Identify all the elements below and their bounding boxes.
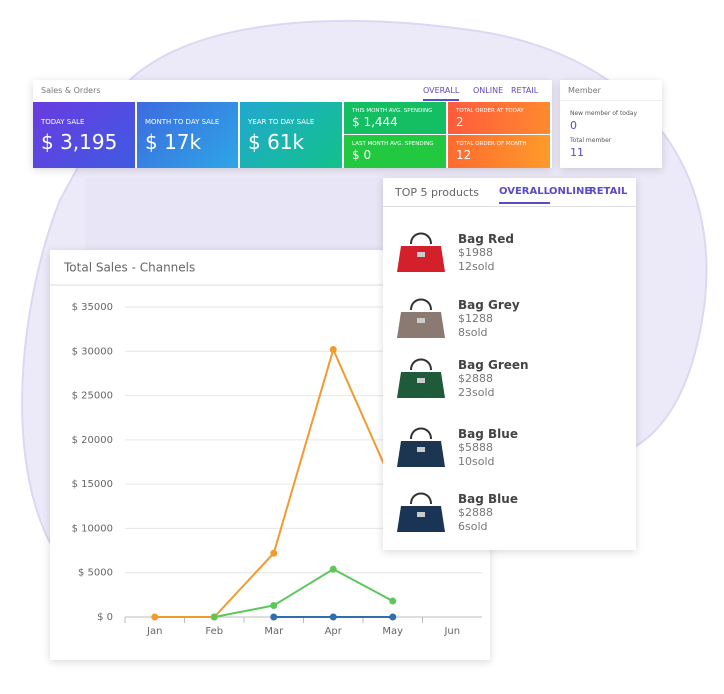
top-products-panel: TOP 5 products OVERALL ONLINE RETAIL Bag R…: [383, 178, 636, 550]
tile-label: YEAR TO DAY SALE: [248, 118, 315, 126]
tile: TOTAL ORDER AT TODAY 2: [448, 102, 550, 134]
panel-title: TOP 5 products: [395, 186, 480, 199]
tile: MONTH TO DAY SALE $ 17k: [137, 102, 238, 168]
product-image: [397, 232, 445, 272]
tile: TODAY SALE $ 3,195: [33, 102, 135, 168]
point: [210, 613, 218, 621]
y-tick-label: $ 0: [97, 612, 113, 623]
product-image: [397, 492, 445, 532]
product-price: $5888: [458, 441, 493, 454]
tile: YEAR TO DAY SALE $ 61k: [240, 102, 342, 168]
series-line: [214, 568, 394, 618]
x-tick-label: Jun: [443, 626, 460, 637]
member-label: New member of today: [570, 110, 637, 117]
tile-label: TOTAL ORDER OF MONTH: [456, 141, 527, 147]
tile-label: LAST MONTH AVG. SPENDING: [352, 141, 434, 147]
y-tick-label: $ 20000: [72, 435, 113, 446]
x-tick-label: May: [382, 626, 403, 637]
product-image: [397, 427, 445, 467]
backdrop: [85, 178, 385, 258]
tile-value: $ 17k: [145, 130, 202, 154]
product-sold: 10sold: [458, 455, 495, 468]
y-tick-label: $ 5000: [78, 568, 113, 579]
member-label: Total member: [570, 137, 612, 144]
y-tick-label: $ 30000: [72, 346, 113, 357]
chart-title: Total Sales - Channels: [63, 261, 195, 275]
y-tick-label: $ 15000: [72, 479, 113, 490]
product-price: $1988: [458, 246, 493, 259]
product-name: Bag Blue: [458, 492, 518, 506]
member-value: 0: [570, 119, 577, 132]
x-tick-label: Jan: [146, 626, 162, 637]
product-image: [397, 298, 445, 338]
y-tick-label: $ 10000: [72, 523, 113, 534]
point: [329, 565, 337, 573]
tile: TOTAL ORDER OF MONTH 12: [448, 135, 550, 168]
point: [270, 613, 278, 621]
sales-orders-panel: Sales & Orders OVERALL ONLINE RETAIL TODAY…: [33, 80, 552, 168]
tile-value: $ 61k: [248, 130, 305, 154]
tab[interactable]: RETAIL: [589, 186, 628, 197]
tab[interactable]: RETAIL: [511, 86, 539, 95]
x-tick-label: Feb: [205, 626, 223, 637]
tile-label: TODAY SALE: [41, 118, 85, 126]
product-name: Bag Green: [458, 358, 529, 372]
point: [389, 597, 397, 605]
tab[interactable]: ONLINE: [549, 186, 592, 197]
tile: THIS MONTH AVG. SPENDING $ 1,444: [344, 102, 446, 134]
tile-label: THIS MONTH AVG. SPENDING: [352, 108, 433, 114]
product-sold: 12sold: [458, 260, 495, 273]
point: [329, 613, 337, 621]
x-tick-label: Mar: [264, 626, 284, 637]
x-tick-label: Apr: [325, 626, 343, 637]
y-tick-label: $ 35000: [72, 302, 113, 313]
product-sold: 6sold: [458, 520, 488, 533]
tile-value: 2: [456, 115, 464, 129]
product-name: Bag Blue: [458, 427, 518, 441]
tile: LAST MONTH AVG. SPENDING $ 0: [344, 135, 446, 168]
product-price: $2888: [458, 372, 493, 385]
member-panel: Member New member of today 0 Total membe…: [560, 80, 662, 168]
tile-label: MONTH TO DAY SALE: [145, 118, 220, 126]
series-line: [154, 346, 394, 618]
tab[interactable]: ONLINE: [473, 86, 504, 95]
point: [151, 613, 159, 621]
panel-title: Sales & Orders: [41, 86, 101, 95]
point: [270, 601, 278, 609]
member-value: 11: [570, 146, 584, 159]
tile-value: $ 1,444: [352, 115, 398, 129]
tile-label: TOTAL ORDER AT TODAY: [456, 108, 524, 114]
y-tick-label: $ 25000: [72, 391, 113, 402]
product-sold: 23sold: [458, 386, 495, 399]
product-image: [397, 358, 445, 398]
point: [270, 549, 278, 557]
point: [329, 346, 337, 354]
product-name: Bag Red: [458, 232, 514, 246]
product-price: $2888: [458, 506, 493, 519]
product-sold: 8sold: [458, 326, 488, 339]
product-name: Bag Grey: [458, 298, 520, 312]
tab[interactable]: OVERALL: [499, 186, 550, 204]
point: [389, 613, 397, 621]
tile-value: 12: [456, 148, 472, 162]
tile-value: $ 3,195: [41, 130, 118, 154]
product-price: $1288: [458, 312, 493, 325]
tile-value: $ 0: [352, 148, 372, 162]
panel-title: Member: [568, 86, 601, 95]
tab[interactable]: OVERALL: [423, 86, 460, 101]
